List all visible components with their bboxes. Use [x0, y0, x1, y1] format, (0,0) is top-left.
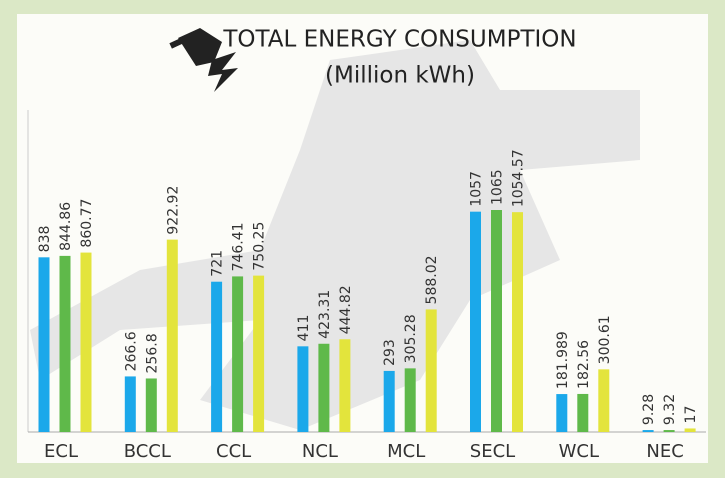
- value-label: 411: [296, 315, 312, 342]
- value-label: 721: [210, 250, 226, 277]
- value-label: 256.8: [144, 333, 160, 373]
- value-label: 9.28: [641, 394, 657, 425]
- x-tick-label: BCCL: [124, 441, 171, 462]
- bar: [556, 394, 568, 432]
- bar: [598, 369, 610, 432]
- x-tick-label: WCL: [559, 441, 599, 462]
- value-label: 844.86: [58, 202, 74, 251]
- value-label: 181.989: [555, 331, 571, 389]
- value-label: 300.61: [597, 315, 613, 364]
- value-label: 838: [37, 226, 53, 253]
- value-label: 746.41: [231, 222, 247, 271]
- value-label: 305.28: [403, 314, 419, 363]
- bar: [232, 276, 244, 432]
- bar: [512, 212, 523, 432]
- bar: [404, 368, 416, 432]
- value-label: 9.32: [662, 394, 678, 425]
- bar: [491, 210, 502, 432]
- chart-title: TOTAL ENERGY CONSUMPTION: [222, 27, 576, 53]
- x-tick-label: SECL: [470, 441, 515, 462]
- value-label: 293: [382, 339, 398, 366]
- x-tick-label: MCL: [387, 441, 425, 462]
- bar: [642, 430, 654, 432]
- value-label: 1065: [490, 169, 506, 205]
- x-tick-label: NCL: [302, 441, 338, 462]
- bar: [339, 339, 351, 432]
- bar: [145, 378, 157, 432]
- value-label: 1057: [469, 171, 485, 207]
- bar: [297, 346, 309, 432]
- background-plug: [30, 40, 640, 430]
- bar: [166, 239, 178, 432]
- bar: [425, 309, 437, 432]
- plug-icon: [169, 28, 238, 92]
- value-label: 17: [683, 406, 699, 424]
- value-label: 423.31: [317, 290, 333, 339]
- value-label: 750.25: [252, 222, 268, 271]
- value-label: 182.56: [576, 340, 592, 389]
- value-label: 588.02: [424, 255, 440, 304]
- bar: [577, 393, 589, 432]
- chart-subtitle: (Million kWh): [325, 63, 475, 89]
- bar: [80, 252, 92, 432]
- bar: [38, 257, 50, 432]
- bar: [663, 430, 675, 432]
- bar: [253, 275, 265, 432]
- value-label: 266.6: [123, 331, 139, 371]
- value-label: 922.92: [165, 186, 181, 235]
- bar: [59, 255, 71, 432]
- x-tick-label: CCL: [216, 441, 251, 462]
- bar: [684, 428, 696, 432]
- bar: [318, 343, 330, 432]
- bar: [211, 281, 223, 432]
- x-tick-label: NEC: [646, 441, 683, 462]
- bar: [470, 211, 481, 432]
- value-label: 1054.57: [511, 149, 527, 207]
- bar: [383, 370, 395, 432]
- value-label: 444.82: [338, 285, 354, 334]
- value-label: 860.77: [79, 199, 95, 248]
- x-tick-label: ECL: [44, 441, 78, 462]
- bar: [124, 376, 136, 432]
